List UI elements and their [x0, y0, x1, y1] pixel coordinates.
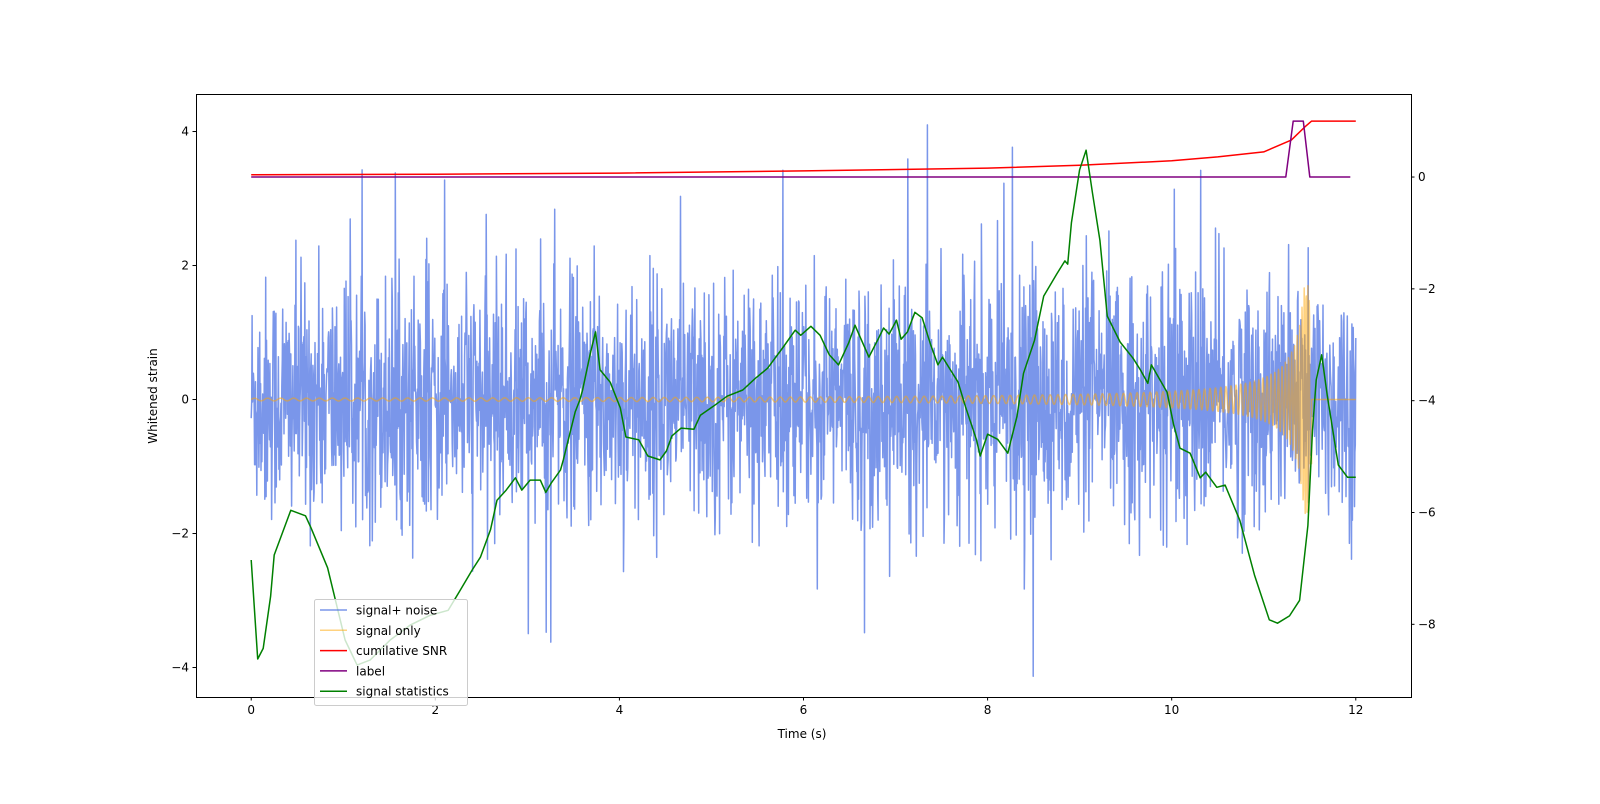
- series-line-signal-noise: [250, 124, 1357, 678]
- x-tick-label: 4: [616, 703, 624, 717]
- y-axis-label: Whitened strain: [146, 348, 160, 444]
- legend-box: [314, 599, 468, 706]
- legend: signal+ noise signal only cumilative SNR la…: [314, 599, 468, 706]
- x-tick-label: 2: [431, 703, 439, 717]
- x-tick-label: 12: [1348, 703, 1363, 717]
- series-line-signal-only: [250, 285, 1356, 515]
- y-left-tick-label: −4: [171, 661, 189, 675]
- legend-label: label: [356, 664, 385, 678]
- ticks-layer: 0 2 4 6 8 10 12 −4 −2 0 2 4 −8 −6 −4 −2 0: [171, 125, 1435, 717]
- series-layer: [250, 120, 1357, 678]
- y-right-tick-label: 0: [1418, 170, 1426, 184]
- legend-label: signal statistics: [356, 685, 449, 699]
- series-line-signal-statistics: [250, 149, 1356, 666]
- legend-label: cumilative SNR: [356, 644, 447, 658]
- x-tick-label: 0: [247, 703, 255, 717]
- legend-label: signal+ noise: [356, 604, 437, 618]
- series-line-label: [251, 120, 1351, 178]
- x-axis-label: Time (s): [777, 727, 827, 741]
- y-right-tick-label: −4: [1418, 394, 1436, 408]
- y-left-tick-label: 2: [181, 259, 189, 273]
- series-line-cumilative-snr: [251, 120, 1356, 176]
- x-tick-label: 10: [1164, 703, 1179, 717]
- y-right-tick-label: −8: [1418, 617, 1436, 631]
- x-tick-label: 8: [984, 703, 992, 717]
- y-right-tick-label: −6: [1418, 505, 1436, 519]
- y-right-tick-label: −2: [1418, 282, 1436, 296]
- y-left-tick-label: 4: [181, 125, 189, 139]
- legend-label: signal only: [356, 624, 421, 638]
- y-left-tick-label: −2: [171, 527, 189, 541]
- x-tick-label: 6: [800, 703, 808, 717]
- y-left-tick-label: 0: [181, 393, 189, 407]
